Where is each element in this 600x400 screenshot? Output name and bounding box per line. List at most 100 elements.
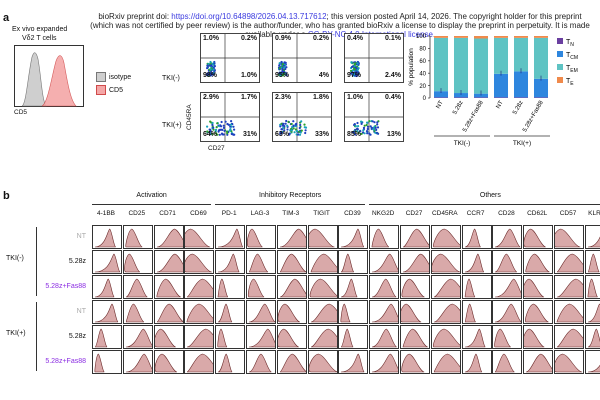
marker-label: KLRG1 bbox=[588, 210, 600, 217]
histogram-shape bbox=[433, 303, 472, 323]
histogram-shape bbox=[587, 328, 600, 348]
bar-segment-TE bbox=[494, 36, 508, 38]
histogram-shape bbox=[525, 253, 550, 273]
histogram-shape bbox=[218, 253, 240, 273]
histogram-shape bbox=[402, 228, 432, 248]
flow-quadrant-bl-percent: 98% bbox=[203, 72, 218, 79]
marker-histogram-cell bbox=[246, 250, 276, 274]
flow-event-dot bbox=[211, 123, 214, 126]
histogram-curve bbox=[248, 353, 272, 373]
marker-histogram-cell bbox=[153, 300, 184, 324]
flow-event-dot bbox=[374, 126, 377, 129]
flow-event-dot bbox=[354, 71, 357, 74]
flow-event-dot bbox=[356, 130, 359, 133]
marker-histogram-cell bbox=[430, 350, 467, 374]
marker-histogram-cell bbox=[523, 350, 557, 374]
histogram-curve bbox=[522, 278, 545, 298]
histogram-curve bbox=[587, 235, 600, 248]
x-tick-label: NT bbox=[436, 100, 445, 110]
legend-label-cd5: CD5 bbox=[109, 86, 124, 94]
histogram-curve bbox=[372, 303, 402, 323]
histogram-curve bbox=[218, 353, 233, 373]
flow-quadrant-br-percent: 33% bbox=[314, 131, 329, 138]
histogram-curve bbox=[372, 353, 402, 373]
flow-quadrant-br-percent: 13% bbox=[386, 131, 401, 138]
marker-histogram-cell bbox=[492, 300, 523, 324]
flow-event-dot bbox=[356, 68, 359, 72]
marker-histogram-cell bbox=[492, 225, 523, 249]
histogram-curve bbox=[124, 253, 140, 273]
flow-event-dot bbox=[207, 62, 210, 66]
histogram-curve bbox=[94, 303, 119, 323]
histogram-curve bbox=[183, 253, 213, 273]
histogram-curve bbox=[187, 278, 223, 298]
histogram-shape bbox=[402, 328, 428, 348]
histogram-curve bbox=[308, 353, 338, 373]
histogram-shape bbox=[495, 278, 525, 298]
flow-event-dot bbox=[355, 74, 358, 78]
marker-histogram-cell bbox=[584, 350, 600, 374]
histogram-curve bbox=[464, 253, 484, 273]
histogram-shape bbox=[340, 303, 351, 323]
histogram-shape bbox=[401, 278, 425, 298]
flow-event-dot bbox=[216, 122, 219, 125]
group-row-label: TKI(+) bbox=[6, 330, 26, 337]
marker-histogram-cell bbox=[338, 275, 369, 299]
histogram-curve bbox=[525, 303, 549, 323]
x-tick-label: 5.28z+Fas88 bbox=[522, 99, 545, 133]
flow-event-dot bbox=[350, 61, 353, 64]
marker-histogram-cell bbox=[338, 225, 369, 249]
flow-event-dot bbox=[213, 65, 216, 68]
histogram-curve bbox=[246, 228, 263, 248]
histogram-shape bbox=[372, 253, 401, 273]
histogram-curve bbox=[217, 278, 229, 298]
marker-category-label: Inhibitory Receptors bbox=[259, 192, 322, 199]
histogram-shape bbox=[372, 328, 398, 348]
histogram-shape bbox=[556, 303, 590, 323]
flow-quadrant-br-percent: 4% bbox=[318, 72, 329, 79]
marker-histogram-cell bbox=[184, 275, 223, 299]
flow-quadrant-bl-percent: 63% bbox=[275, 131, 290, 138]
histogram-curve bbox=[248, 253, 269, 273]
doi-link[interactable]: https://doi.org/10.64898/2026.04.13.7176… bbox=[171, 12, 327, 21]
flow-event-dot bbox=[290, 129, 293, 132]
flow-quadrant-tr-percent: 0.1% bbox=[385, 35, 401, 42]
marker-histogram-cell bbox=[307, 325, 348, 349]
flow-event-dot bbox=[278, 62, 281, 65]
flow-event-dot bbox=[212, 66, 215, 69]
flow-event-dot bbox=[351, 131, 354, 134]
histogram-shape bbox=[495, 253, 518, 273]
histogram-curve bbox=[94, 228, 116, 248]
flow-event-dot bbox=[357, 67, 360, 70]
marker-histogram-cell bbox=[153, 325, 184, 349]
histogram-shape bbox=[464, 303, 476, 323]
legend-label-TCM: TCM bbox=[566, 52, 578, 61]
marker-category-underline bbox=[92, 204, 212, 205]
marker-histogram-cell bbox=[369, 275, 400, 299]
flow-event-dot bbox=[290, 122, 293, 126]
marker-histogram-cell bbox=[461, 225, 492, 249]
marker-histogram-cell bbox=[246, 325, 279, 349]
flow-quadrant-tl-percent: 0.4% bbox=[347, 35, 363, 42]
flow-ylabel: CD45RA bbox=[186, 104, 193, 130]
marker-histogram-cell bbox=[554, 300, 590, 324]
flow-event-dot bbox=[220, 120, 223, 124]
marker-histogram-cell bbox=[276, 275, 310, 299]
notice-text: . bbox=[433, 30, 436, 39]
histogram-curve bbox=[279, 253, 307, 273]
bar-segment-TEM bbox=[454, 37, 468, 94]
flow-event-dot bbox=[284, 73, 287, 76]
histogram-curve bbox=[247, 278, 265, 298]
histogram-shape bbox=[279, 278, 310, 298]
flow-event-dot bbox=[299, 131, 302, 134]
flow-event-dot bbox=[278, 67, 281, 70]
marker-histogram-cell bbox=[307, 275, 340, 299]
marker-histogram-cell bbox=[122, 325, 154, 349]
histogram-curve bbox=[526, 353, 557, 373]
histogram-shape bbox=[464, 253, 484, 273]
marker-histogram-cell bbox=[246, 225, 276, 249]
histogram-curve bbox=[154, 353, 177, 373]
flow-event-dot bbox=[206, 67, 209, 70]
marker-histogram-cell bbox=[461, 350, 492, 374]
marker-histogram-cell bbox=[430, 325, 464, 349]
